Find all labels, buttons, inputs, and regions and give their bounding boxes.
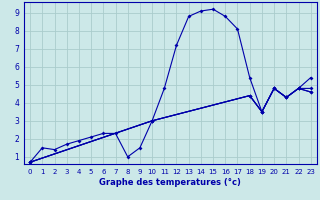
X-axis label: Graphe des temperatures (°c): Graphe des temperatures (°c) [100,178,241,187]
